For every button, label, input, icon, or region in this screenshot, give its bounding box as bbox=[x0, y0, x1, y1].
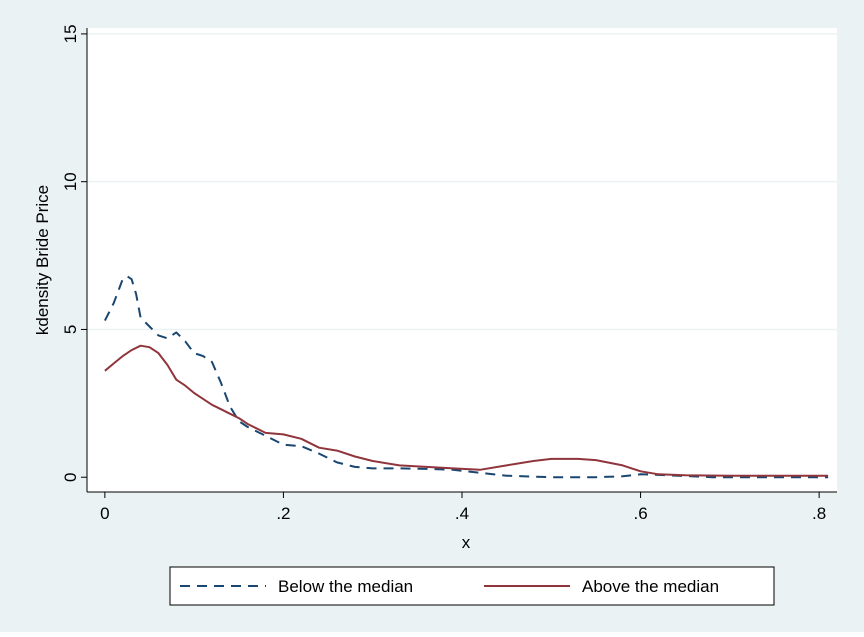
y-axis-label: kdensity Bride Price bbox=[33, 185, 52, 335]
series-layer bbox=[104, 275, 829, 479]
series-line-above-median bbox=[104, 344, 829, 477]
y-tick-label: 5 bbox=[61, 325, 80, 334]
legend: Below the median Above the median bbox=[169, 566, 775, 606]
x-axis-label: x bbox=[462, 533, 471, 552]
x-tick-label: 0 bbox=[100, 504, 109, 523]
x-tick-label: .8 bbox=[812, 504, 826, 523]
x-tick-label: .2 bbox=[276, 504, 290, 523]
legend-label-below: Below the median bbox=[278, 577, 413, 596]
plot-background bbox=[87, 28, 837, 492]
x-tick-label: .4 bbox=[455, 504, 469, 523]
gridlines bbox=[87, 33, 837, 331]
y-tick-label: 0 bbox=[61, 472, 80, 481]
y-ticks: 0 5 10 15 bbox=[61, 24, 87, 482]
legend-label-above: Above the median bbox=[582, 577, 719, 596]
x-tick-label: .6 bbox=[633, 504, 647, 523]
legend-box bbox=[169, 566, 775, 606]
y-tick-label: 15 bbox=[61, 24, 80, 43]
x-ticks: 0 .2 .4 .6 .8 bbox=[100, 492, 826, 523]
y-tick-label: 10 bbox=[61, 172, 80, 191]
series-line-below-median bbox=[104, 275, 829, 479]
